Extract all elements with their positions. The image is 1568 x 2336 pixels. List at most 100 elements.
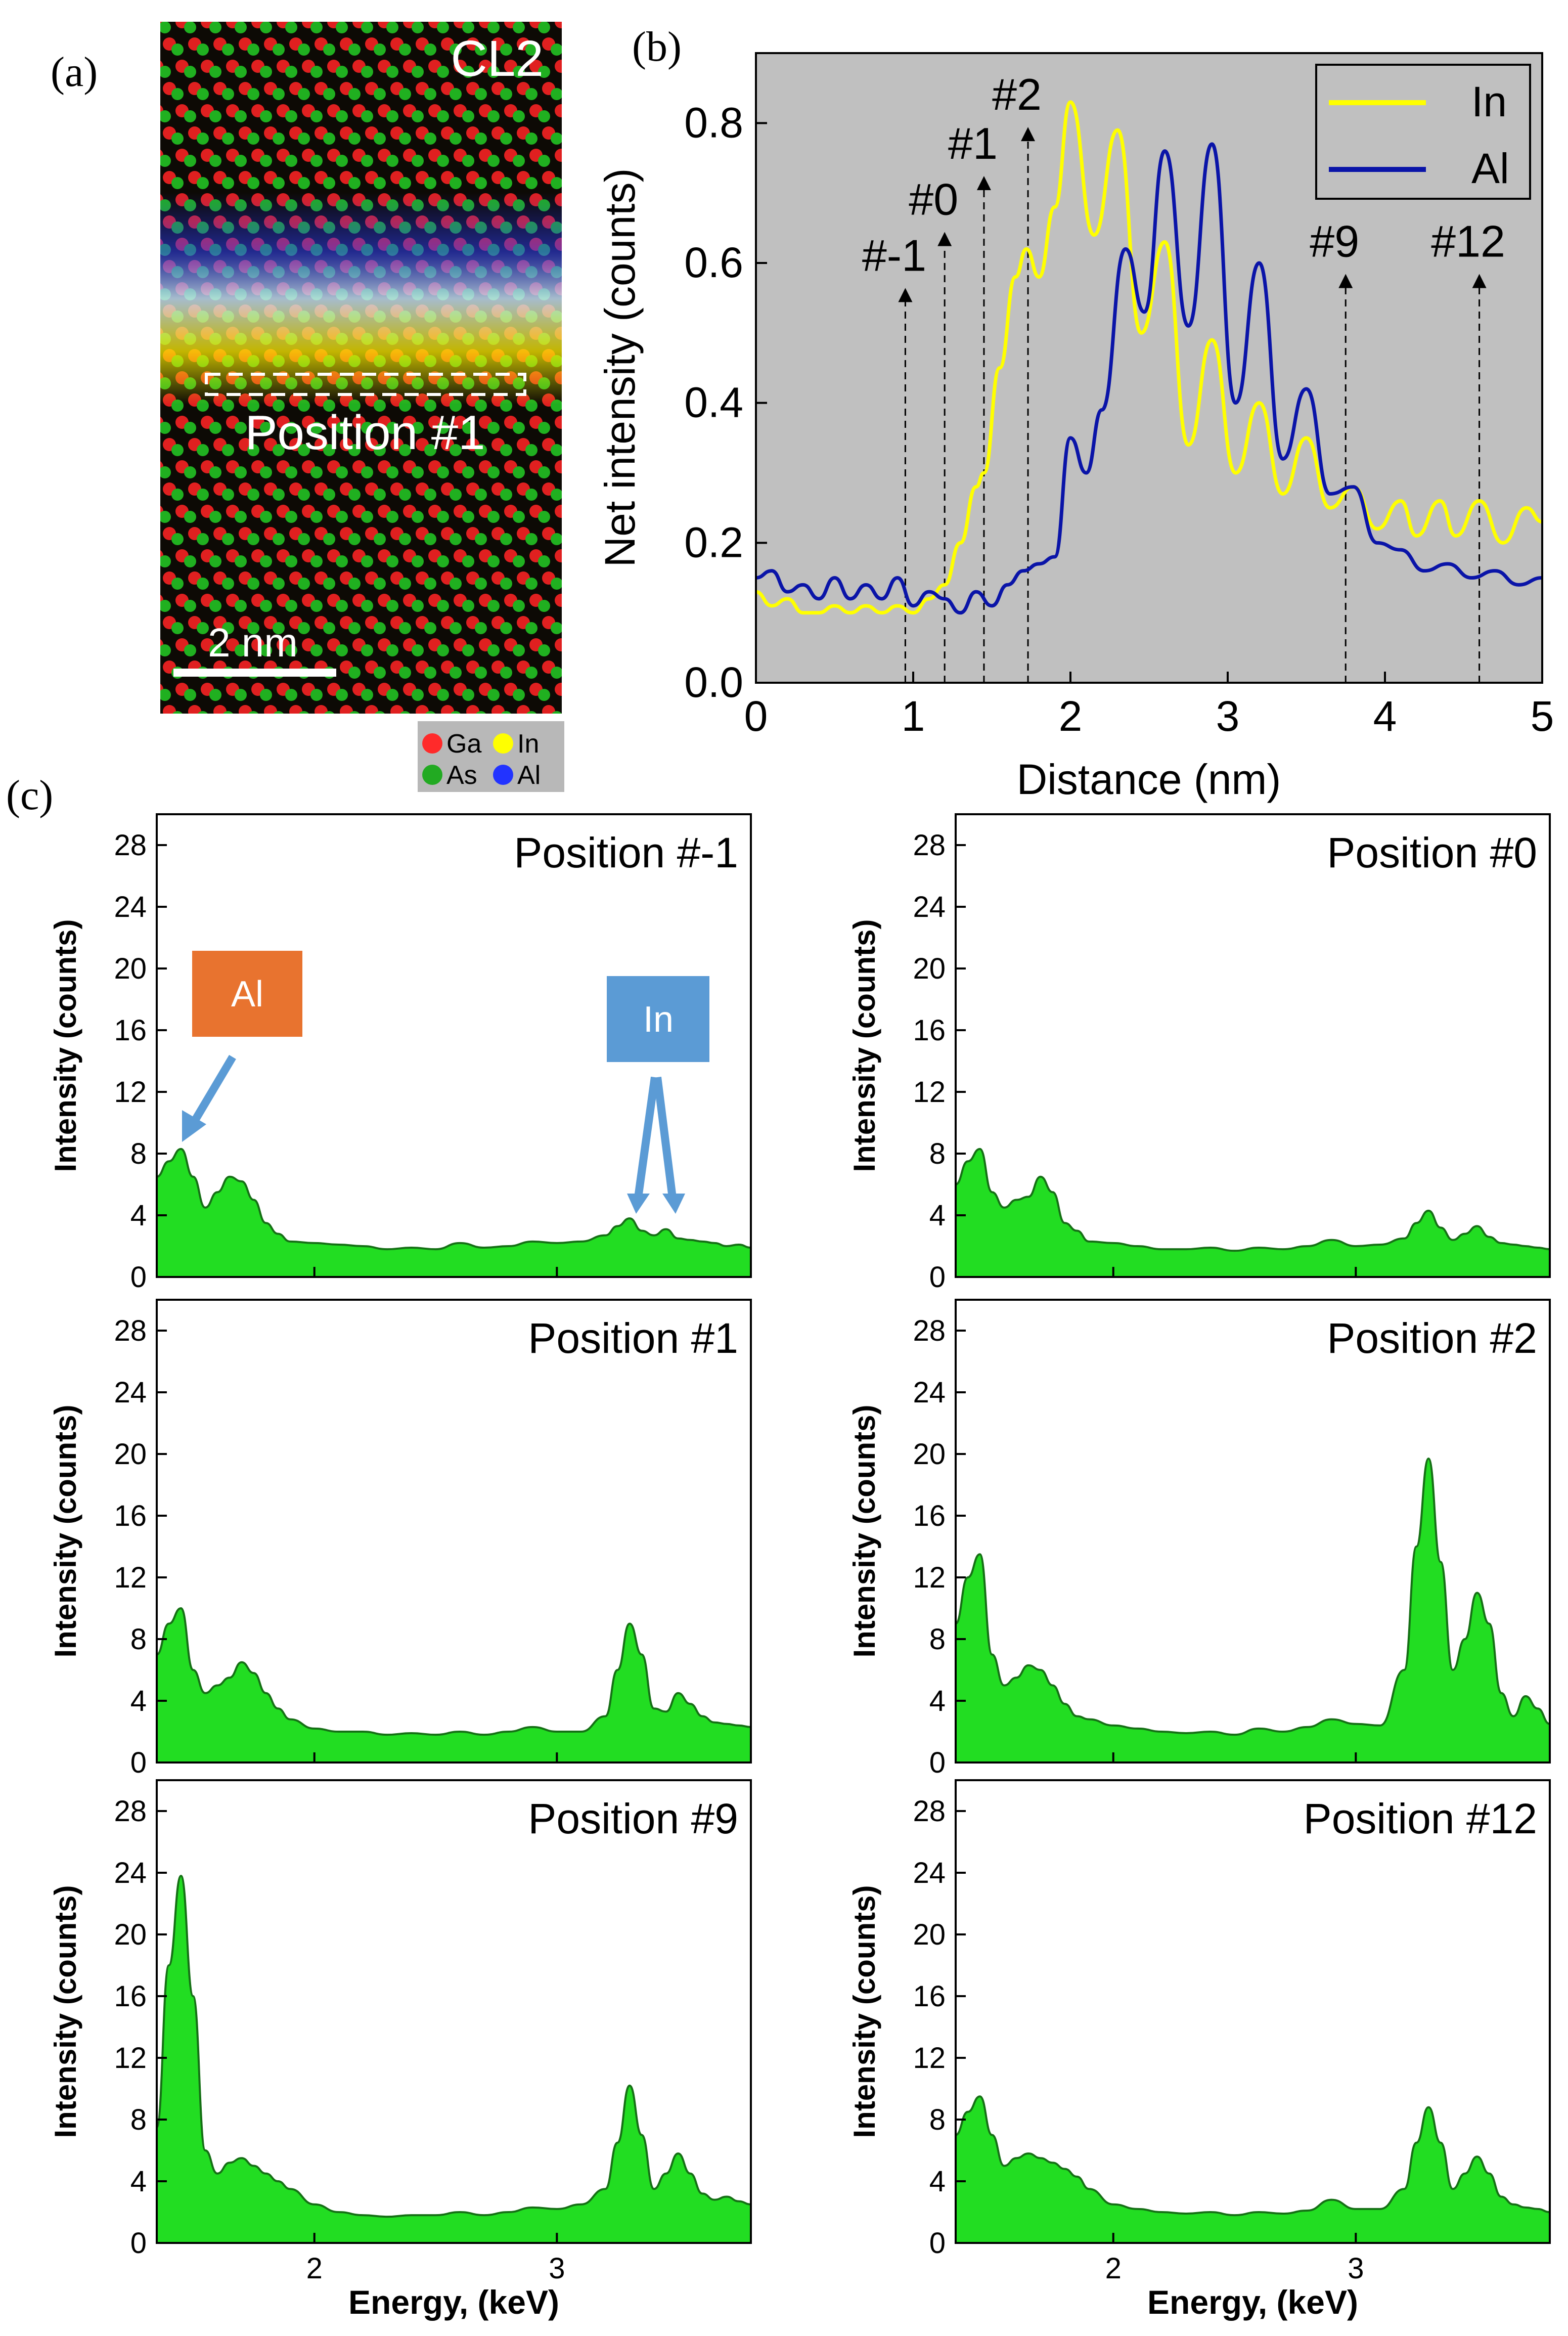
- atom-as: [348, 133, 361, 145]
- in-callout-arrow-left: [634, 1076, 659, 1199]
- atom-as: [450, 622, 462, 634]
- atom-ga: [125, 104, 138, 117]
- y-tick-label: 12: [913, 1076, 946, 1109]
- atom-as: [310, 555, 323, 567]
- atom-ga: [125, 371, 138, 384]
- atom-ga: [277, 727, 290, 740]
- atom-as: [184, 22, 196, 33]
- atom-as: [310, 110, 323, 122]
- atom-as: [235, 422, 247, 434]
- legend-name-as: As: [446, 761, 477, 790]
- atom-as: [563, 110, 575, 122]
- atom-as: [184, 110, 196, 122]
- atom-as: [160, 110, 171, 122]
- atom-as: [424, 578, 436, 590]
- y-tick-label: 20: [913, 1438, 946, 1471]
- y-tick-label: 0.8: [684, 99, 743, 146]
- atom-as: [374, 622, 386, 634]
- atom-as: [513, 110, 525, 122]
- atom-ga: [125, 327, 138, 340]
- atom-as: [247, 133, 259, 145]
- atom-as: [133, 110, 146, 122]
- atom-as: [462, 511, 474, 523]
- atom-ga: [125, 149, 138, 162]
- atom-as: [513, 555, 525, 567]
- atom-as: [285, 555, 297, 567]
- atom-ga: [125, 193, 138, 206]
- atom-as: [576, 711, 588, 723]
- atom-as: [399, 88, 411, 100]
- atom-as: [424, 622, 436, 634]
- y-tick-label: 24: [913, 891, 946, 923]
- atom-as: [324, 711, 334, 714]
- atom-as: [209, 466, 221, 478]
- axes: 0 1 2 3 4 5 0.0 0.2 0.4 0.6 0.8: [684, 99, 1554, 740]
- atom-as: [462, 689, 474, 701]
- atom-as: [576, 311, 588, 323]
- atom-as: [551, 43, 562, 56]
- atom-as: [475, 667, 487, 679]
- atom-as: [235, 466, 247, 478]
- atom-as: [451, 711, 461, 714]
- atom-ga: [150, 727, 163, 740]
- atom-as: [336, 555, 348, 567]
- atom-as: [500, 177, 512, 189]
- al-callout-label: Al: [231, 974, 263, 1015]
- x-tick-label: 4: [1373, 692, 1397, 740]
- spectrum-panel: 0 4 8 12 16 20 24 28 Intensity (counts) Position …: [847, 813, 1551, 1294]
- atom-ga: [138, 215, 151, 229]
- al-callout-box: [192, 951, 302, 1037]
- spectrum-panel: 0 4 8 12 16 20 24 28 2 3 Intensity (counts) Positio…: [49, 1779, 752, 2321]
- y-tick-label: 20: [114, 1918, 147, 1951]
- atom-as: [209, 733, 221, 745]
- atom-as: [476, 711, 486, 714]
- atom-as: [209, 155, 221, 167]
- atom-ga: [403, 727, 416, 740]
- atom-as: [361, 422, 373, 434]
- atom-ga: [416, 705, 429, 714]
- atom-as: [348, 533, 361, 545]
- element-legend-background: [418, 721, 564, 792]
- atom-as: [247, 43, 259, 56]
- spectrum-y-label: Intensity (counts): [49, 919, 82, 1172]
- atom-as: [551, 88, 562, 100]
- atom-as: [487, 22, 500, 33]
- spectrum-panel: 0 4 8 12 16 20 24 28 2 3 Intensity (counts) Positio…: [847, 1779, 1551, 2321]
- atom-as: [525, 43, 537, 56]
- atom-as: [552, 711, 562, 714]
- x-tick-label: 1: [902, 692, 925, 740]
- y-tick-label: 0: [929, 2227, 946, 2260]
- atom-as: [513, 600, 525, 612]
- atom-as: [160, 466, 171, 478]
- atom-as: [487, 555, 500, 567]
- atom-as: [133, 333, 146, 345]
- atom-as: [361, 66, 373, 78]
- atom-ga: [251, 727, 264, 740]
- atom-as: [260, 422, 272, 434]
- atom-as: [247, 444, 259, 456]
- atom-ga: [327, 727, 340, 740]
- atom-as: [273, 43, 285, 56]
- peak-callouts: Al In: [182, 951, 709, 1214]
- atom-as: [361, 155, 373, 167]
- atom-as: [386, 555, 398, 567]
- atom-as: [538, 555, 550, 567]
- atom-as: [462, 644, 474, 656]
- atom-as: [450, 533, 462, 545]
- atom-as: [450, 578, 462, 590]
- annotation-label: #2: [992, 69, 1042, 119]
- series-line-al: [755, 142, 1543, 615]
- atom-as: [184, 155, 196, 167]
- atom-ga: [125, 505, 138, 518]
- spectrum-frame: [955, 1299, 1551, 1764]
- atom-as: [235, 733, 247, 745]
- atom-as: [260, 511, 272, 523]
- atom-as: [424, 667, 436, 679]
- atom-as: [209, 600, 221, 612]
- atom-as: [323, 489, 335, 501]
- atom-as: [133, 244, 146, 256]
- atom-as: [375, 711, 385, 714]
- atom-as: [361, 555, 373, 567]
- atom-ga: [567, 705, 580, 718]
- y-tick-label: 0: [130, 1261, 147, 1294]
